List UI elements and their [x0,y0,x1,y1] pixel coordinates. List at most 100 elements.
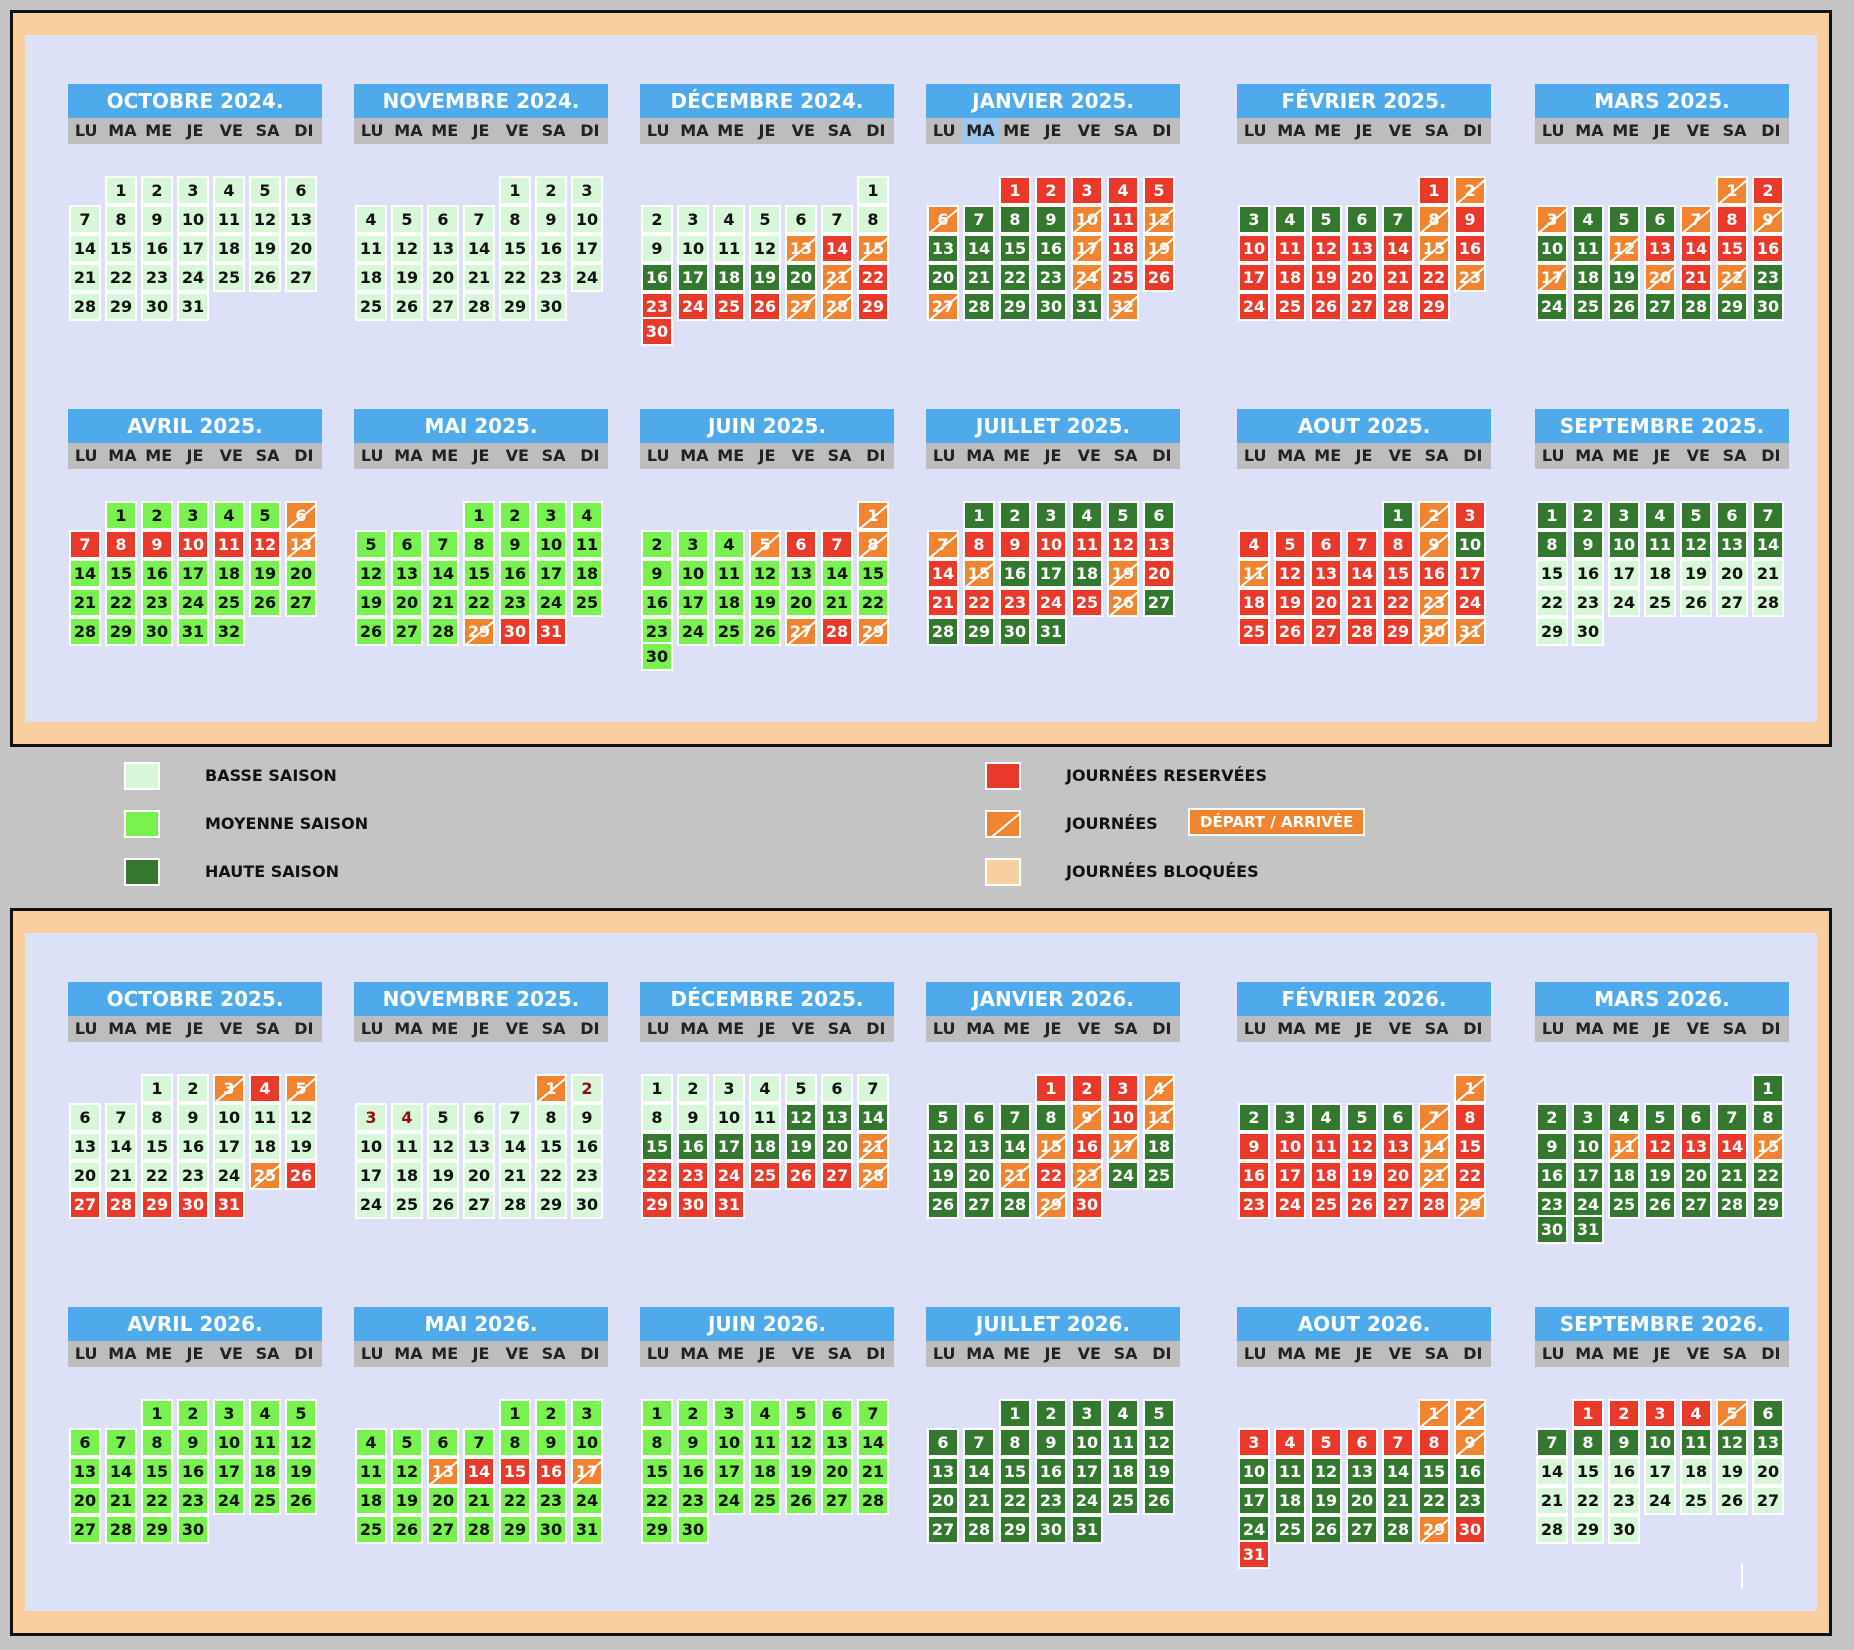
day-cell-reservee[interactable]: 23 [1238,1190,1270,1219]
day-cell-basse[interactable]: 30 [535,292,567,321]
day-cell-reservee[interactable]: 12 [249,530,281,559]
day-cell-basse[interactable]: 15 [1572,1457,1604,1486]
day-cell-haute[interactable]: 15 [1418,1457,1450,1486]
day-cell-basse[interactable]: 3 [177,176,209,205]
day-cell-reservee[interactable]: 24 [1454,588,1486,617]
day-cell-moyenne[interactable]: 31 [571,1515,603,1544]
day-cell-reservee[interactable]: 8 [1454,1103,1486,1132]
day-cell-depart-arrivee[interactable]: 6 [927,205,959,234]
day-cell-moyenne[interactable]: 24 [177,588,209,617]
day-cell-haute[interactable]: 18 [1143,1132,1175,1161]
day-cell-moyenne[interactable]: 7 [427,530,459,559]
day-cell-basse[interactable]: 28 [69,292,101,321]
day-cell-reservee[interactable]: 31 [535,617,567,646]
day-cell-basse[interactable]: 22 [535,1161,567,1190]
day-cell-reservee[interactable]: 22 [641,1161,673,1190]
day-cell-basse[interactable]: 12 [285,1103,317,1132]
day-cell-basse[interactable]: 6 [285,176,317,205]
day-cell-haute[interactable]: 3 [1608,501,1640,530]
day-cell-depart-arrivee[interactable]: 5 [1716,1399,1748,1428]
day-cell-moyenne[interactable]: 27 [285,588,317,617]
day-cell-reservee[interactable]: 14 [821,234,853,263]
day-cell-basse[interactable]: 27 [1716,588,1748,617]
day-cell-basse[interactable]: 30 [571,1190,603,1219]
day-cell-basse[interactable]: 24 [571,263,603,292]
day-cell-basse[interactable]: 12 [427,1132,459,1161]
day-cell-reservee[interactable]: 21 [1680,263,1712,292]
day-cell-basse[interactable]: 29 [499,292,531,321]
day-cell-moyenne[interactable]: 4 [249,1399,281,1428]
day-cell-reservee[interactable]: 11 [1107,205,1139,234]
day-cell-reservee[interactable]: 1 [1418,176,1450,205]
day-cell-moyenne[interactable]: 12 [785,1428,817,1457]
day-cell-moyenne[interactable]: 28 [69,617,101,646]
day-cell-reservee[interactable]: 28 [1346,617,1378,646]
day-cell-haute[interactable]: 19 [1608,263,1640,292]
day-cell-haute[interactable]: 29 [1716,292,1748,321]
day-cell-moyenne[interactable]: 18 [355,1486,387,1515]
day-cell-reservee[interactable]: 22 [1418,263,1450,292]
day-cell-reservee[interactable]: 11 [1274,234,1306,263]
day-cell-haute[interactable]: 25 [1107,1486,1139,1515]
day-cell-basse[interactable]: 29 [535,1190,567,1219]
day-cell-reservee[interactable]: 30 [499,617,531,646]
day-cell-reservee[interactable]: 25 [1310,1190,1342,1219]
day-cell-basse[interactable]: 24 [213,1161,245,1190]
day-cell-depart-arrivee[interactable]: 8 [857,530,889,559]
day-cell-moyenne[interactable]: 5 [355,530,387,559]
day-cell-haute[interactable]: 24 [1107,1161,1139,1190]
day-cell-depart-arrivee[interactable]: 29 [1454,1190,1486,1219]
day-cell-haute[interactable]: 22 [1418,1486,1450,1515]
day-cell-depart-arrivee[interactable]: 15 [1752,1132,1784,1161]
day-cell-haute[interactable]: 14 [1752,530,1784,559]
day-cell-moyenne[interactable]: 26 [785,1486,817,1515]
day-cell-reservee[interactable]: 14 [927,559,959,588]
day-cell-basse[interactable]: 29 [105,292,137,321]
day-cell-reservee[interactable]: 22 [963,588,995,617]
day-cell-depart-arrivee[interactable]: 13 [285,530,317,559]
day-cell-basse[interactable]: 13 [285,205,317,234]
day-cell-basse[interactable]: 25 [355,292,387,321]
day-cell-haute[interactable]: 7 [1536,1428,1568,1457]
day-cell-haute[interactable]: 30 [1035,292,1067,321]
day-cell-basse[interactable]: 23 [141,263,173,292]
day-cell-basse[interactable]: 1 [105,176,137,205]
day-cell-reservee[interactable]: 28 [105,1190,137,1219]
day-cell-haute[interactable]: 19 [927,1161,959,1190]
day-cell-moyenne[interactable]: 10 [571,1428,603,1457]
day-cell-moyenne[interactable]: 7 [857,1399,889,1428]
day-cell-moyenne[interactable]: 24 [713,1486,745,1515]
day-cell-reservee[interactable]: 10 [1035,530,1067,559]
day-cell-reservee[interactable]: 4 [1107,176,1139,205]
day-cell-reservee[interactable]: 9 [999,530,1031,559]
day-cell-reservee[interactable]: 16 [1238,1161,1270,1190]
day-cell-haute[interactable]: 17 [1572,1161,1604,1190]
day-cell-haute[interactable]: 13 [927,234,959,263]
day-cell-moyenne[interactable]: 22 [463,588,495,617]
day-cell-haute[interactable]: 28 [963,292,995,321]
day-cell-reservee[interactable]: 1 [1572,1399,1604,1428]
day-cell-moyenne[interactable]: 3 [213,1399,245,1428]
day-cell-haute[interactable]: 19 [1143,1457,1175,1486]
day-cell-reservee[interactable]: 6 [1310,530,1342,559]
day-cell-haute[interactable]: 23 [1454,1486,1486,1515]
day-cell-basse[interactable]: 12 [749,234,781,263]
day-cell-haute[interactable]: 31 [1071,292,1103,321]
day-cell-moyenne[interactable]: 8 [141,1428,173,1457]
day-cell-haute[interactable]: 7 [1382,205,1414,234]
day-cell-reservee[interactable]: 8 [1418,1428,1450,1457]
day-cell-basse[interactable]: 10 [677,234,709,263]
day-cell-basse[interactable]: 16 [141,234,173,263]
day-cell-haute[interactable]: 26 [927,1190,959,1219]
day-cell-moyenne[interactable]: 29 [105,617,137,646]
day-cell-depart-arrivee[interactable]: 31 [1454,617,1486,646]
day-cell-reservee[interactable]: 20 [1382,1161,1414,1190]
day-cell-depart-arrivee[interactable]: 28 [857,1161,889,1190]
day-cell-haute[interactable]: 26 [1143,1486,1175,1515]
day-cell-reservee[interactable]: 23 [999,588,1031,617]
day-cell-moyenne[interactable]: 25 [749,1486,781,1515]
day-cell-basse[interactable]: 17 [571,234,603,263]
day-cell-depart-arrivee[interactable]: 30 [1418,617,1450,646]
day-cell-haute[interactable]: 2 [1238,1103,1270,1132]
day-cell-depart-arrivee[interactable]: 9 [1752,205,1784,234]
